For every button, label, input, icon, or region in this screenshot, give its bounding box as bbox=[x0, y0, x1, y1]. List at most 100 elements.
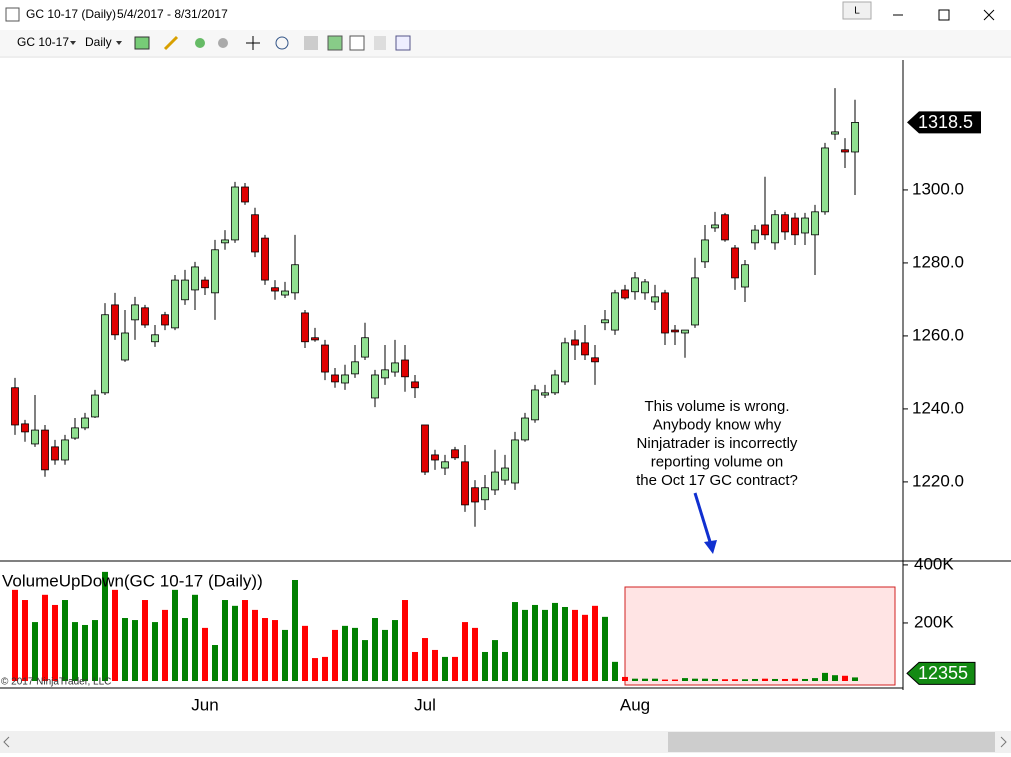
volume-bar bbox=[22, 600, 28, 681]
volume-bar bbox=[842, 675, 848, 681]
volume-bar bbox=[232, 605, 238, 681]
candle-body bbox=[301, 312, 309, 343]
instrument-selector[interactable]: GC 10-17 bbox=[17, 35, 69, 49]
app-icon bbox=[5, 7, 20, 22]
search-icon[interactable] bbox=[275, 36, 289, 50]
indicators-icon[interactable] bbox=[327, 35, 343, 51]
candle-body bbox=[471, 487, 479, 503]
annotation-line: the Oct 17 GC contract? bbox=[636, 472, 798, 489]
candle-body bbox=[161, 314, 169, 326]
volume-bar bbox=[402, 600, 408, 681]
scroll-right[interactable] bbox=[1000, 736, 1007, 748]
candle-body bbox=[61, 439, 69, 461]
scrollbar-thumb[interactable] bbox=[668, 732, 995, 752]
candle-body bbox=[511, 439, 519, 484]
volume-bar bbox=[382, 629, 388, 681]
volume-bar bbox=[302, 625, 308, 681]
candle-body bbox=[691, 277, 699, 326]
last-volume-label: 12355 bbox=[918, 663, 968, 683]
drawing-tool-icon[interactable] bbox=[163, 35, 179, 51]
candle-body bbox=[421, 424, 429, 473]
candle-body bbox=[171, 279, 179, 329]
candle-body bbox=[431, 454, 439, 461]
candles bbox=[11, 88, 859, 527]
template-icon[interactable] bbox=[395, 35, 411, 51]
candle-body bbox=[181, 279, 189, 301]
candle-body bbox=[21, 423, 29, 433]
annotation-line: Ninjatrader is incorrectly bbox=[637, 435, 798, 452]
candle-body bbox=[91, 394, 99, 418]
candle-body bbox=[811, 211, 819, 236]
volume-bar bbox=[682, 678, 688, 681]
volume-bar bbox=[262, 618, 268, 681]
toolbar-icons bbox=[134, 35, 411, 51]
volume-bar bbox=[212, 645, 218, 681]
annotation-arrow bbox=[693, 492, 713, 546]
volume-bar bbox=[482, 651, 488, 681]
volume-bar bbox=[412, 651, 418, 681]
candle-body bbox=[241, 186, 249, 203]
volume-bar bbox=[322, 656, 328, 681]
candle-body bbox=[801, 217, 809, 234]
candle-body bbox=[701, 239, 709, 263]
interval-selector[interactable]: Daily bbox=[85, 35, 112, 49]
volume-bar bbox=[272, 620, 278, 681]
y-tick-label: 1220.0 bbox=[912, 471, 964, 490]
volume-bar bbox=[462, 622, 468, 681]
volume-bar bbox=[552, 602, 558, 681]
volume-bar bbox=[72, 622, 78, 681]
volume-bar bbox=[572, 609, 578, 681]
scroll-left[interactable] bbox=[3, 736, 10, 748]
volume-bar bbox=[522, 609, 528, 681]
zoom-out-icon[interactable] bbox=[218, 38, 228, 48]
candle-body bbox=[111, 304, 119, 336]
chart-style-icon[interactable] bbox=[134, 36, 150, 50]
volume-bar bbox=[102, 571, 108, 681]
volume-bar bbox=[332, 629, 338, 681]
volume-bar bbox=[802, 678, 808, 681]
candle-body bbox=[31, 429, 39, 445]
volume-bar bbox=[662, 679, 668, 681]
volume-bar bbox=[242, 600, 248, 681]
volume-bar bbox=[562, 606, 568, 681]
volume-bar bbox=[292, 579, 298, 681]
crosshair-icon[interactable] bbox=[246, 36, 260, 50]
volume-bar bbox=[132, 620, 138, 681]
candle-body bbox=[851, 122, 859, 153]
candle-body bbox=[741, 264, 749, 288]
x-tick-label: Jun bbox=[191, 695, 218, 714]
properties-icon[interactable] bbox=[304, 36, 318, 50]
candle-body bbox=[271, 287, 279, 292]
close-button[interactable] bbox=[983, 9, 995, 21]
volume-bar bbox=[792, 678, 798, 681]
volume-bar bbox=[732, 679, 738, 681]
money-icon[interactable] bbox=[374, 36, 386, 50]
volume-bar bbox=[702, 678, 708, 681]
volume-bar bbox=[452, 656, 458, 681]
zoom-in-icon[interactable] bbox=[195, 38, 205, 48]
candle-body bbox=[521, 417, 529, 441]
volume-bar bbox=[752, 678, 758, 681]
candle-body bbox=[101, 314, 109, 394]
dropdown-arrow bbox=[116, 41, 122, 45]
link-button[interactable] bbox=[842, 1, 872, 20]
candle-body bbox=[321, 344, 329, 373]
dropdown-arrow bbox=[70, 41, 76, 45]
candle-body bbox=[491, 471, 499, 491]
candle-body bbox=[391, 362, 399, 373]
candle-body bbox=[761, 224, 769, 236]
maximize-button[interactable] bbox=[938, 9, 950, 21]
annotation-line: This volume is wrong. bbox=[644, 398, 789, 415]
candle-body bbox=[751, 229, 759, 244]
arrow-head bbox=[704, 540, 717, 554]
volume-bar bbox=[642, 678, 648, 681]
volume-bar bbox=[722, 679, 728, 681]
volume-bar bbox=[812, 678, 818, 681]
y-tick-label: 1260.0 bbox=[912, 325, 964, 344]
candle-body bbox=[371, 374, 379, 399]
strategies-icon[interactable] bbox=[349, 35, 365, 51]
candle-body bbox=[531, 389, 539, 421]
candle-body bbox=[331, 374, 339, 383]
candle-body bbox=[551, 374, 559, 394]
volume-bar bbox=[312, 658, 318, 681]
